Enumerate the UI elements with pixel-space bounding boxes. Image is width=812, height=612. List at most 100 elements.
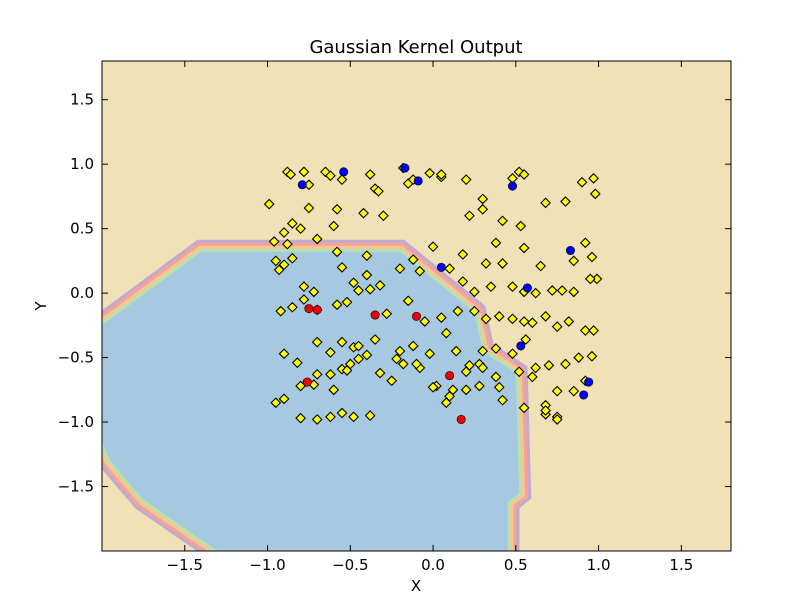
y-tick-label: 0.5 xyxy=(70,220,94,238)
diamond-point xyxy=(485,281,497,293)
diamond-point xyxy=(568,255,580,267)
diamond-point xyxy=(311,368,323,380)
diamond-point xyxy=(397,358,409,370)
diamond-point xyxy=(325,347,336,358)
blue-point xyxy=(579,390,589,400)
x-tick-label: −1.0 xyxy=(249,556,285,574)
diamond-point xyxy=(381,308,393,320)
diamond-point xyxy=(331,246,343,258)
plot-area xyxy=(102,61,731,551)
diamond-point xyxy=(469,286,480,298)
y-tick-label: −0.5 xyxy=(58,349,94,367)
diamond-point xyxy=(568,286,580,298)
diamond-point xyxy=(586,251,598,263)
diamond-point xyxy=(586,350,598,362)
diamond-point xyxy=(291,357,303,369)
diamond-point xyxy=(364,169,376,180)
diamond-point xyxy=(560,358,571,370)
blue-point xyxy=(400,163,410,173)
diamond-point xyxy=(518,316,530,327)
y-tick-label: 1.5 xyxy=(70,91,94,109)
red-point xyxy=(302,377,312,387)
diamond-point xyxy=(477,362,489,374)
inside-region xyxy=(102,251,520,551)
diamond-point xyxy=(311,233,323,245)
blue-point xyxy=(413,176,423,186)
diamond-point xyxy=(361,269,373,281)
diamond-point xyxy=(543,359,555,371)
diamond-point xyxy=(452,305,464,317)
diamond-point xyxy=(573,352,585,363)
diamond-point xyxy=(507,348,518,360)
diamond-point xyxy=(298,281,310,293)
diamond-point xyxy=(285,169,297,180)
diamond-point xyxy=(551,414,563,425)
blue-point xyxy=(339,167,349,177)
diamond-point xyxy=(556,285,568,296)
x-tick-label: 0.0 xyxy=(421,556,445,574)
diamond-point xyxy=(546,285,558,296)
diamond-point xyxy=(286,218,298,229)
diamond-point xyxy=(328,384,340,396)
diamond-point xyxy=(427,241,439,253)
diamond-point xyxy=(497,215,508,227)
x-axis-ticks: −1.5 −1.0 −0.5 0.0 0.5 1.0 1.5 xyxy=(167,61,693,574)
diamond-point xyxy=(474,380,485,392)
diamond-point xyxy=(364,283,376,295)
blue-point xyxy=(516,341,526,351)
diamond-point xyxy=(507,281,518,293)
diamond-point xyxy=(374,367,386,379)
diamond-point xyxy=(325,170,336,182)
diamond-point xyxy=(520,334,532,345)
diamond-point xyxy=(477,203,489,215)
blue-point xyxy=(436,262,446,272)
diamond-point xyxy=(273,264,285,276)
diamond-point xyxy=(497,258,508,269)
diamond-point xyxy=(518,402,530,414)
diamond-point xyxy=(353,353,364,365)
diamond-point xyxy=(440,327,452,339)
blue-point xyxy=(508,181,518,191)
diamond-point xyxy=(275,305,287,317)
red-point xyxy=(304,304,314,314)
diamond-point xyxy=(477,193,489,205)
y-axis-ticks: −1.5 −1.0 −0.5 0.0 0.5 1.0 1.5 xyxy=(58,91,731,496)
diamond-point xyxy=(353,340,364,352)
x-tick-label: −0.5 xyxy=(332,556,368,574)
diamond-point xyxy=(394,345,406,357)
y-tick-label: 1.0 xyxy=(70,155,94,173)
diamond-point xyxy=(336,174,348,186)
diamond-point xyxy=(576,176,588,188)
chart-title: Gaussian Kernel Output xyxy=(309,37,522,58)
diamond-point xyxy=(526,317,538,329)
diamond-point xyxy=(477,345,489,357)
diamond-point xyxy=(298,166,310,178)
x-tick-label: −1.5 xyxy=(167,556,203,574)
diamond-point xyxy=(588,172,599,184)
diamond-point xyxy=(361,250,373,262)
y-tick-label: 0.0 xyxy=(70,284,94,302)
diamond-point xyxy=(493,310,505,322)
diamond-point xyxy=(278,227,290,238)
diamond-point xyxy=(563,316,575,327)
red-point xyxy=(370,310,380,320)
diamond-point xyxy=(540,405,551,416)
diamond-point xyxy=(457,276,469,287)
scatter-points xyxy=(263,162,603,425)
diamond-point xyxy=(378,210,389,222)
diamond-point xyxy=(526,371,538,383)
diamond-point xyxy=(460,174,472,186)
y-axis-label: Y xyxy=(32,301,50,312)
diamond-point xyxy=(551,321,563,333)
diamond-point xyxy=(568,385,580,397)
decision-regions xyxy=(102,239,532,551)
blue-point xyxy=(565,246,575,256)
diamond-point xyxy=(411,358,422,370)
diamond-point xyxy=(341,365,353,376)
diamond-point xyxy=(270,255,282,267)
diamond-point xyxy=(584,273,596,285)
red-point xyxy=(312,305,322,315)
diamond-point xyxy=(270,397,282,409)
diamond-point xyxy=(490,371,502,383)
